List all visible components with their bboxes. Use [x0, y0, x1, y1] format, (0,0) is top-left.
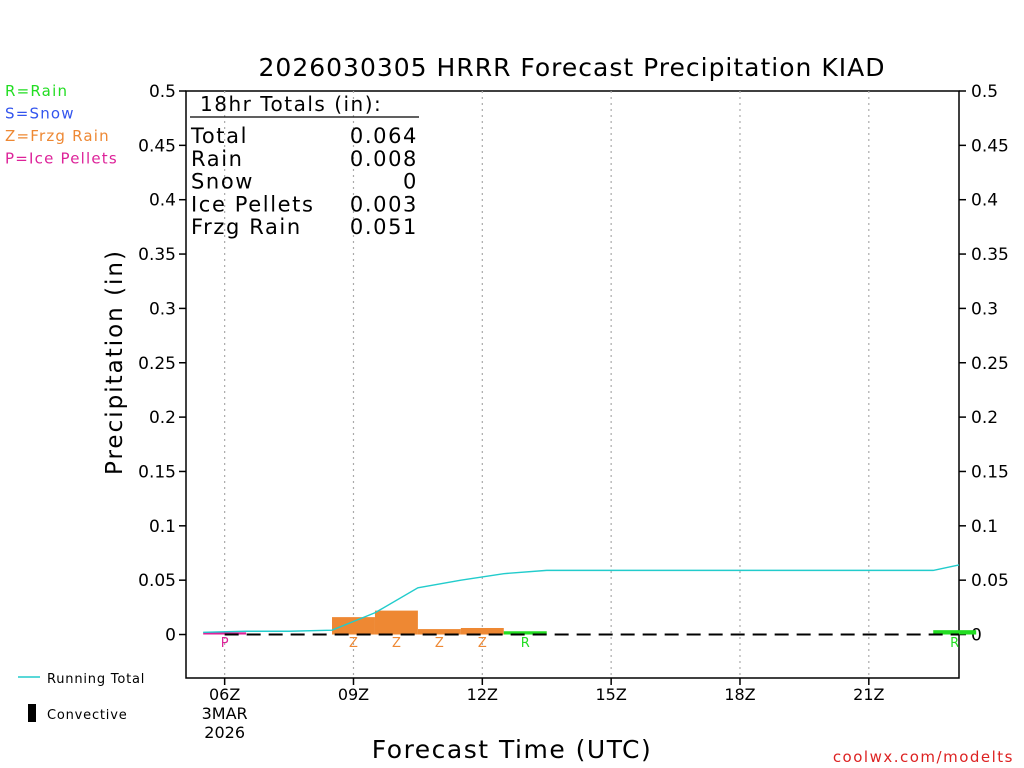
- hourly-bars: [203, 610, 977, 635]
- totals-box: 18hr Totals (in): Total 0.064 Rain 0.008 Sno…: [190, 92, 419, 239]
- bar-type-label: R: [950, 636, 959, 651]
- totals-row-value: 0.064: [350, 124, 418, 148]
- legend-type-s: S=Snow: [5, 105, 75, 123]
- x-date-label: 2026: [204, 723, 245, 742]
- y-tick-label-right: 0.15: [971, 462, 1009, 482]
- totals-row-label: Frzg Rain: [191, 215, 302, 239]
- convective-legend-label: Convective: [47, 708, 128, 723]
- bar-hour-6: [203, 632, 247, 635]
- bar-type-label: Z: [392, 636, 401, 651]
- y-tick-label-left: 0.15: [138, 462, 176, 482]
- x-tick-label-18Z: 18Z: [724, 685, 755, 704]
- y-tick-label-right: 0: [971, 626, 982, 646]
- legend-type-r: R=Rain: [5, 82, 68, 100]
- x-tick-label-09Z: 09Z: [338, 685, 369, 704]
- totals-row-value: 0.008: [350, 147, 418, 171]
- bar-type-label: R: [521, 636, 530, 651]
- y-tick-label-left: 0.5: [149, 82, 176, 102]
- bottom-legend: Running Total Convective: [18, 672, 145, 723]
- y-tick-label-right: 0.1: [971, 517, 998, 537]
- bar-type-label: Z: [435, 636, 444, 651]
- totals-row-value: 0.003: [350, 192, 418, 216]
- y-tick-label-left: 0.1: [149, 517, 176, 537]
- grid-lines: [224, 91, 870, 678]
- source-credit: coolwx.com/modelts: [833, 748, 1014, 766]
- running-total-legend-label: Running Total: [47, 672, 145, 687]
- bar-hour-9: [332, 617, 375, 635]
- y-tick-label-left: 0: [165, 626, 176, 646]
- totals-row-label: Ice Pellets: [191, 192, 315, 216]
- bar-type-label: Z: [478, 636, 487, 651]
- chart-title: 2026030305 HRRR Forecast Precipitation K…: [259, 53, 886, 82]
- legend-type-z: Z=Frzg Rain: [5, 127, 110, 145]
- y-tick-label-right: 0.5: [971, 82, 998, 102]
- totals-row-value: 0.051: [350, 215, 418, 239]
- y-tick-label-left: 0.3: [149, 299, 176, 319]
- running-total-series: [203, 564, 960, 634]
- x-tick-label-21Z: 21Z: [853, 685, 884, 704]
- y-axis-label: Precipitation (in): [102, 249, 128, 475]
- y-tick-label-right: 0.2: [971, 408, 998, 428]
- totals-row-label: Rain: [191, 147, 244, 171]
- y-tick-label-right: 0.05: [971, 571, 1009, 591]
- totals-row-label: Total: [190, 124, 248, 148]
- y-tick-label-left: 0.45: [138, 136, 176, 156]
- bar-type-label: Z: [349, 636, 358, 651]
- totals-row-value: 0: [403, 170, 418, 194]
- x-tick-label-06Z: 06Z: [209, 685, 240, 704]
- convective-legend-swatch: [28, 704, 36, 722]
- y-tick-label-left: 0.05: [138, 571, 176, 591]
- totals-rows: Total 0.064 Rain 0.008 Snow 0 Ice Pellets 0.003…: [190, 124, 418, 239]
- y-tick-label-left: 0.35: [138, 245, 176, 265]
- bar-hour-23: [933, 630, 977, 635]
- y-tick-label-right: 0.35: [971, 245, 1009, 265]
- bar-hour-12: [460, 627, 504, 635]
- bar-hour-13: [503, 631, 547, 635]
- y-axis-right: 0 0.05 0.1 0.15 0.2 0.25 0.3 0.35 0.4 0.45 0.5: [959, 82, 1009, 646]
- y-tick-label-left: 0.25: [138, 354, 176, 374]
- running-total-line: [203, 564, 960, 634]
- totals-row-label: Snow: [191, 170, 254, 194]
- x-tick-label-15Z: 15Z: [595, 685, 626, 704]
- y-axis-left: 0 0.05 0.1 0.15 0.2 0.25 0.3 0.35 0.4 0.45 0.5: [138, 82, 186, 646]
- y-tick-label-right: 0.4: [971, 191, 998, 211]
- bar-type-label: P: [221, 636, 229, 651]
- precip-type-legend: R=Rain S=Snow Z=Frzg Rain P=Ice Pellets: [5, 82, 118, 168]
- y-tick-label-right: 0.3: [971, 299, 998, 319]
- y-tick-label-right: 0.25: [971, 354, 1009, 374]
- legend-type-p: P=Ice Pellets: [5, 150, 118, 168]
- bar-hour-11: [417, 629, 461, 635]
- totals-heading: 18hr Totals (in):: [200, 92, 382, 116]
- y-tick-label-right: 0.45: [971, 136, 1009, 156]
- x-tick-label-12Z: 12Z: [467, 685, 498, 704]
- x-date-label: 3MAR: [202, 704, 248, 723]
- plot-frame: [185, 90, 960, 679]
- y-tick-label-left: 0.4: [149, 191, 176, 211]
- x-axis-label: Forecast Time (UTC): [372, 735, 652, 764]
- y-tick-label-left: 0.2: [149, 408, 176, 428]
- bar-hour-10: [374, 610, 418, 635]
